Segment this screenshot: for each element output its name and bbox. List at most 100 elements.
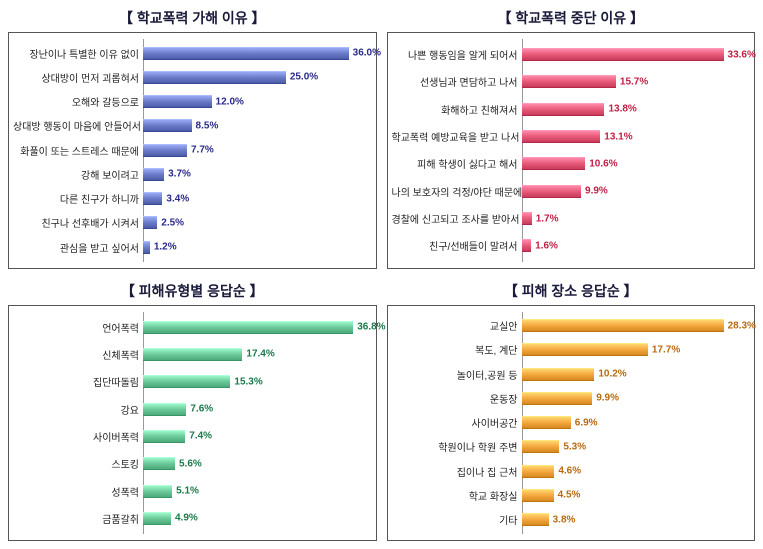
- chart-box: 교실안28.3%복도, 계단17.7%놀이터,공원 등10.2%운동장9.9%사…: [387, 305, 756, 542]
- bar-wrap: 36.8%: [143, 321, 372, 334]
- category-label: 교실안: [392, 318, 522, 333]
- bar-wrap: 3.7%: [143, 168, 372, 181]
- bar-row: 피해 학생이 싫다고 해서10.6%: [392, 154, 751, 174]
- bar-row: 신체폭력17.4%: [13, 344, 372, 364]
- chart-panel-2: 【 학교폭력 중단 이유 】 나쁜 행동임을 알게 되어서33.6% 선생님과 면…: [387, 8, 756, 269]
- bar-row: 성폭력5.1%: [13, 481, 372, 501]
- bar-wrap: 4.9%: [143, 512, 372, 525]
- bar-wrap: 17.4%: [143, 348, 372, 361]
- bar: 36.0%: [143, 47, 349, 60]
- value-label: 25.0%: [290, 72, 318, 83]
- value-label: 13.8%: [608, 104, 636, 115]
- bar: 4.5%: [522, 489, 554, 502]
- bar-row: 사이버폭력7.4%: [13, 426, 372, 446]
- value-label: 5.6%: [179, 458, 202, 469]
- bar-row: 학교 화장실4.5%: [392, 485, 751, 505]
- category-label: 상대방이 먼저 괴롭혀서: [13, 70, 143, 85]
- bar-row: 사이버공간6.9%: [392, 413, 751, 433]
- bar: 9.9%: [522, 185, 582, 198]
- bar-wrap: 33.6%: [522, 48, 751, 61]
- bar-row: 학원이나 학원 주변5.3%: [392, 437, 751, 457]
- category-label: 운동장: [392, 391, 522, 406]
- category-label: 집단따돌림: [13, 374, 143, 389]
- bar-row: 나의 보호자의 걱정/야단 때문에9.9%: [392, 181, 751, 201]
- chart-title: 【 학교폭력 중단 이유 】: [387, 8, 756, 28]
- category-label: 학교폭력 예방교육을 받고 나서: [392, 129, 522, 144]
- value-label: 7.4%: [189, 431, 212, 442]
- value-label: 9.9%: [585, 186, 608, 197]
- category-label: 관심을 받고 싶어서: [13, 240, 143, 255]
- category-label: 상대방 행동이 마음에 안들어서: [13, 118, 143, 133]
- bar-row: 놀이터,공원 등10.2%: [392, 364, 751, 384]
- bar-wrap: 17.7%: [522, 343, 751, 356]
- bar: 10.2%: [522, 368, 595, 381]
- value-label: 2.5%: [161, 217, 184, 228]
- bar: 33.6%: [522, 48, 724, 61]
- bar-row: 친구나 선후배가 시켜서2.5%: [13, 213, 372, 233]
- category-label: 학원이나 학원 주변: [392, 439, 522, 454]
- bar-row: 장난이나 특별한 이유 없이36.0%: [13, 43, 372, 63]
- bar: 6.9%: [522, 416, 571, 429]
- value-label: 12.0%: [216, 96, 244, 107]
- category-label: 나쁜 행동임을 알게 되어서: [392, 47, 522, 62]
- chart-box: 언어폭력36.8%신체폭력17.4%집단따돌림15.3%강요7.6%사이버폭력7…: [8, 305, 377, 542]
- bar: 15.3%: [143, 375, 230, 388]
- bar-row: 금품갈취4.9%: [13, 508, 372, 528]
- bar-row: 경찰에 신고되고 조사를 받아서1.7%: [392, 209, 751, 229]
- bar-row: 집이나 집 근처4.6%: [392, 461, 751, 481]
- bar: 5.3%: [522, 440, 560, 453]
- value-label: 5.3%: [563, 441, 586, 452]
- bar-wrap: 3.4%: [143, 192, 372, 205]
- bar-wrap: 3.8%: [522, 513, 751, 526]
- bar-wrap: 5.3%: [522, 440, 751, 453]
- bar-wrap: 2.5%: [143, 216, 372, 229]
- bar: 1.6%: [522, 239, 532, 252]
- value-label: 36.8%: [357, 322, 385, 333]
- value-label: 1.2%: [154, 242, 177, 253]
- bar-row: 상대방이 먼저 괴롭혀서 25.0%: [13, 67, 372, 87]
- value-label: 36.0%: [353, 48, 381, 59]
- bar: 8.5%: [143, 119, 192, 132]
- bar-wrap: 1.7%: [522, 212, 751, 225]
- value-label: 6.9%: [575, 417, 598, 428]
- value-label: 9.9%: [596, 393, 619, 404]
- category-label: 언어폭력: [13, 320, 143, 335]
- bar: 17.7%: [522, 343, 648, 356]
- bar-row: 친구/선배들이 말려서1.6%: [392, 236, 751, 256]
- bar-wrap: 8.5%: [143, 119, 372, 132]
- value-label: 17.4%: [246, 349, 274, 360]
- bar: 10.6%: [522, 157, 586, 170]
- bar-row: 관심을 받고 싶어서 1.2%: [13, 237, 372, 257]
- category-label: 화해하고 친해져서: [392, 102, 522, 117]
- value-label: 7.7%: [191, 145, 214, 156]
- value-label: 17.7%: [652, 344, 680, 355]
- category-label: 복도, 계단: [392, 342, 522, 357]
- bar-row: 학교폭력 예방교육을 받고 나서 13.1%: [392, 127, 751, 147]
- chart-title: 【 피해 장소 응답순 】: [387, 281, 756, 301]
- bar-wrap: 25.0%: [143, 71, 372, 84]
- bar-row: 선생님과 면담하고 나서15.7%: [392, 72, 751, 92]
- bar: 3.4%: [143, 192, 162, 205]
- bar: 17.4%: [143, 348, 242, 361]
- bar-row: 교실안28.3%: [392, 316, 751, 336]
- chart-box: 장난이나 특별한 이유 없이36.0%상대방이 먼저 괴롭혀서25.0%오해와 …: [8, 32, 377, 269]
- bar: 2.5%: [143, 216, 157, 229]
- bar-wrap: 7.4%: [143, 430, 372, 443]
- bar-wrap: 28.3%: [522, 319, 751, 332]
- bar: 15.7%: [522, 75, 616, 88]
- bar: 7.4%: [143, 430, 185, 443]
- value-label: 3.7%: [168, 169, 191, 180]
- value-label: 4.5%: [558, 490, 581, 501]
- bar: 3.8%: [522, 513, 549, 526]
- bar-wrap: 12.0%: [143, 95, 372, 108]
- bar-wrap: 36.0%: [143, 47, 372, 60]
- value-label: 5.1%: [176, 486, 199, 497]
- bar-wrap: 1.6%: [522, 239, 751, 252]
- value-label: 13.1%: [604, 131, 632, 142]
- value-label: 8.5%: [196, 120, 219, 131]
- bar-row: 기타3.8%: [392, 510, 751, 530]
- category-label: 화풀이 또는 스트레스 때문에: [13, 143, 143, 158]
- category-label: 사이버공간: [392, 415, 522, 430]
- bar: 28.3%: [522, 319, 724, 332]
- value-label: 4.6%: [558, 466, 581, 477]
